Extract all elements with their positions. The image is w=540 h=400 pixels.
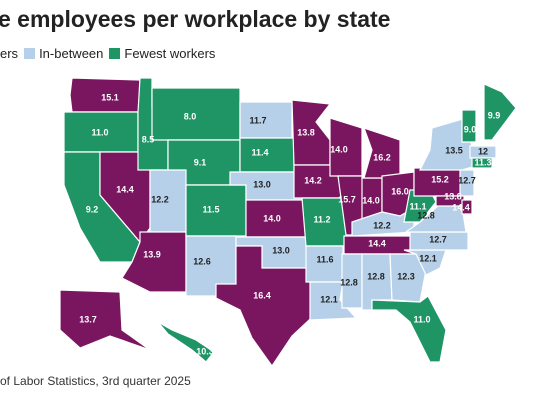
state-value-label: 16.4 [253,290,271,300]
state-value-label: 13.0 [253,179,271,189]
state-value-label: 14.2 [304,175,322,185]
state [469,145,497,159]
state-value-label: 14.0 [362,195,380,205]
state-value-label: 16.0 [391,186,409,196]
state-value-label: 12.2 [373,220,391,230]
state-value-label: 13.9 [143,249,161,259]
state [471,157,493,169]
state [309,281,358,321]
state [215,245,323,368]
state-value-label: 12.3 [397,271,415,281]
state-value-label: 13.0 [272,245,290,255]
state-value-label: 14.0 [330,144,348,154]
state-value-label: 14.0 [263,213,281,223]
state-value-label: 15.1 [101,92,119,102]
state-value-label: 12.6 [193,256,211,266]
state-value-label: 15.2 [431,174,449,184]
legend: ers In-between Fewest workers [0,46,215,61]
state-value-label: 11.7 [249,115,266,125]
state-value-label: 16.2 [373,152,391,162]
state-value-label: 8.5 [142,134,155,144]
state-value-label: 12.8 [367,271,385,281]
state-value-label: 12 [478,146,488,156]
state-value-label: 13.5 [445,145,463,155]
title: e employees per workplace by state [0,6,391,32]
state [483,83,517,141]
legend-label: ers [0,46,19,61]
state-value-label: 13.7 [79,314,97,324]
state-value-label: 11.0 [413,314,430,324]
state-value-label: 14.4 [116,184,134,194]
state-value-label: 9.1 [194,157,207,167]
state-value-label: 11.5 [202,204,219,214]
legend-item: ers [0,46,18,61]
state [389,253,427,303]
state-value-label: 12.8 [417,210,435,220]
state-value-label: 11.0 [91,127,108,137]
state-value-label: 12.1 [419,253,437,263]
state-value-label: 12.8 [340,277,358,287]
state-value-label: 11.3 [474,157,491,167]
state-value-label: 15.7 [338,194,356,204]
state-value-label: 13.8 [297,127,315,137]
source: of Labor Statistics, 3rd quarter 2025 [0,374,191,388]
state [461,199,473,215]
state-value-label: 9.2 [86,204,99,214]
legend-label: In-between [39,46,104,61]
state [371,295,447,363]
legend-item: Fewest workers [109,46,215,61]
legend-item: In-between [24,46,103,61]
state-value-label: 11.4 [251,147,268,157]
state-value-label: 11.2 [313,214,330,224]
state-value-label: 9.0 [464,124,477,134]
state-value-label: 11.6 [316,254,333,264]
state-value-label: 11.1 [409,201,426,211]
state-value-label: 14.4 [452,202,470,212]
state-value-label: 14.4 [368,238,386,248]
state-value-label: 12.1 [320,294,338,304]
state-value-label: 10.3 [196,346,214,356]
state-value-label: 9.9 [488,110,501,120]
state-value-label: 8.0 [184,111,197,121]
legend-label: Fewest workers [124,46,216,61]
legend-swatch [109,48,121,59]
legend-swatch [24,48,36,59]
state-value-label: 12.7 [429,234,447,244]
state [59,289,151,351]
state-value-label: 12.7 [458,175,476,185]
state-value-label: 13.8 [444,191,462,201]
state-value-label: 12.2 [151,194,169,204]
state [157,321,215,363]
state [459,169,475,197]
state [461,109,477,143]
